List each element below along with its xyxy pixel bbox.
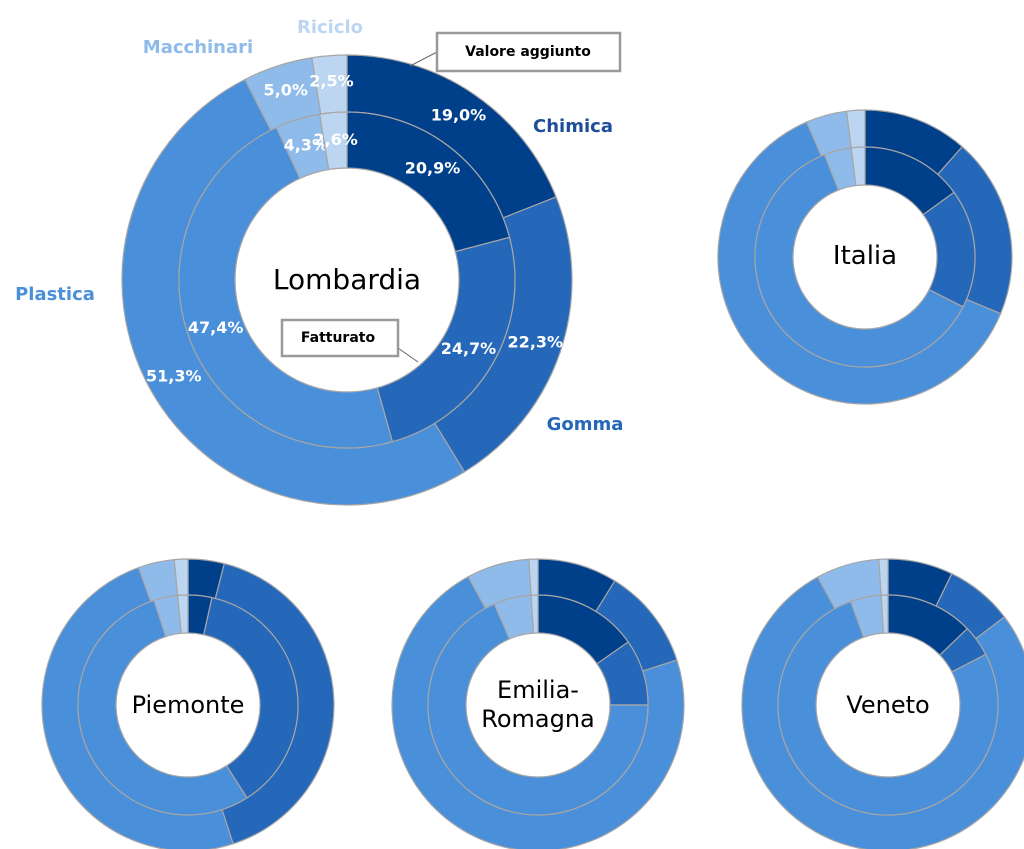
doughnut-segment [777,600,999,816]
leader-line [409,51,438,67]
doughnut-segment [318,111,348,171]
center-title: Lombardia [272,263,422,297]
data-label: 2,6% [313,130,357,149]
category-label: Riciclo [297,17,363,38]
doughnut-segment [880,594,889,634]
data-label: 2,5% [309,72,353,91]
doughnut-segment [850,146,866,187]
data-label: 19,0% [431,105,487,124]
category-label: Gomma [547,414,624,435]
category-label: Chimica [533,116,613,137]
doughnut-segment [176,594,189,634]
center-title: Veneto [846,690,930,719]
center-title: Piemonte [131,690,245,719]
leader-line [397,347,419,363]
annotation-box [280,318,400,358]
doughnut-segment [754,153,964,368]
data-label: 51,3% [146,366,202,385]
data-label: 5,0% [264,81,308,100]
data-label: 22,3% [508,332,564,351]
doughnut-segment [878,558,889,596]
annotation-box [435,31,622,73]
category-label: Macchinari [143,37,253,58]
doughnut-segment [178,126,394,449]
data-label: 20,9% [405,159,461,178]
doughnut-segment [530,594,539,634]
data-label: 4,3% [284,136,328,155]
doughnut-segment [528,558,539,596]
category-label: Plastica [15,284,95,305]
doughnut-segment [376,236,516,443]
data-label: 24,7% [441,339,497,358]
series-label: Fatturato [301,330,376,346]
doughnut-segment [427,603,649,816]
center-title: Emilia-Romagna [481,676,595,733]
data-label: 47,4% [188,318,244,337]
series-label: Valore aggiunto [465,44,591,60]
doughnut-segment [77,599,248,816]
doughnut-segment [202,596,299,799]
center-title: Italia [832,241,898,272]
